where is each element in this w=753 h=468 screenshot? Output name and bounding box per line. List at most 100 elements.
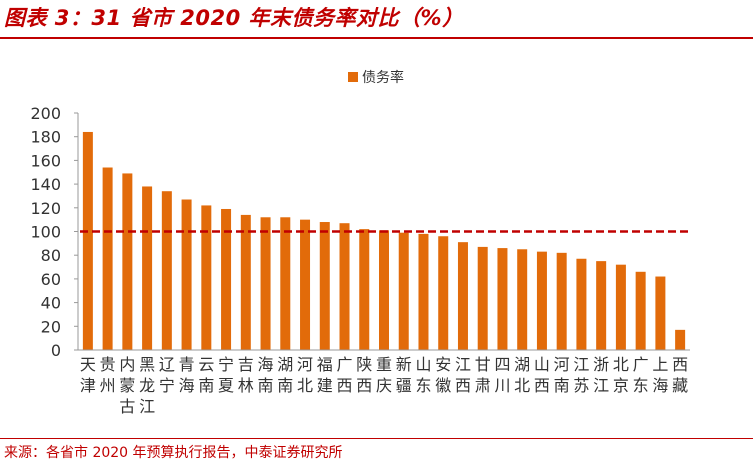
x-category-label: 广	[337, 355, 353, 374]
x-category-label: 北	[514, 376, 530, 395]
x-axis: 天津贵州内蒙古黑龙江辽宁青海云南宁夏吉林海南湖南河北福建广西陕西重庆新疆山东安徽…	[78, 349, 690, 416]
x-category-label: 古	[119, 397, 135, 416]
bar	[260, 217, 271, 350]
x-category-label: 江	[455, 355, 471, 374]
x-category-label: 河	[297, 355, 313, 374]
bar	[102, 167, 113, 350]
y-tick-label: 100	[30, 223, 61, 242]
x-category-label: 夏	[218, 376, 234, 395]
bar	[418, 233, 429, 350]
y-axis: 0 20 40 60 80 100 120 140 160 180 200	[30, 104, 79, 360]
bar	[675, 329, 686, 350]
x-category-label: 海	[179, 376, 195, 395]
x-category-label: 庆	[376, 376, 392, 395]
x-category-label: 南	[198, 376, 214, 395]
chart-title: 图表 3：31 省市 2020 年末债务率对比（%）	[4, 6, 464, 30]
x-category-label: 吉	[238, 355, 254, 374]
x-category-label: 青	[179, 355, 195, 374]
source-divider	[0, 438, 753, 439]
x-category-label: 肃	[475, 376, 491, 395]
x-category-label: 北	[613, 355, 629, 374]
x-category-label: 浙	[593, 355, 609, 374]
bar	[339, 223, 350, 350]
x-category-label: 山	[415, 355, 431, 374]
y-tick-label: 120	[30, 199, 61, 218]
bar	[181, 199, 192, 350]
x-category-label: 辽	[159, 355, 175, 374]
bars	[82, 131, 686, 350]
bar	[438, 236, 449, 350]
legend: 债务率	[348, 69, 404, 86]
x-category-label: 西	[337, 376, 353, 395]
bar	[300, 219, 311, 350]
x-category-label: 北	[297, 376, 313, 395]
x-category-label: 藏	[672, 376, 688, 395]
y-tick-label: 20	[41, 317, 61, 336]
x-category-label: 州	[100, 376, 116, 395]
bar	[477, 246, 488, 350]
bar	[596, 261, 607, 350]
bar	[319, 222, 330, 350]
y-tick-label: 200	[30, 104, 61, 123]
x-category-label: 湖	[514, 355, 530, 374]
legend-swatch	[348, 72, 358, 82]
x-category-label: 安	[435, 355, 451, 374]
x-category-label: 重	[376, 355, 392, 374]
y-tick-label: 0	[51, 341, 61, 360]
x-category-label: 南	[277, 376, 293, 395]
x-category-label: 宁	[218, 355, 234, 374]
x-category-label: 甘	[475, 355, 491, 374]
bar	[142, 186, 153, 350]
bar	[655, 276, 666, 350]
x-category-label: 疆	[396, 376, 412, 395]
legend-label: 债务率	[362, 69, 404, 86]
x-category-label: 南	[258, 376, 274, 395]
bar	[517, 249, 528, 350]
bar	[379, 230, 389, 350]
bar	[497, 248, 508, 350]
x-category-label: 东	[415, 376, 431, 395]
bar	[635, 271, 646, 350]
x-category-label: 江	[593, 376, 609, 395]
x-category-label: 福	[317, 355, 333, 374]
y-tick-label: 140	[30, 175, 61, 194]
x-category-label: 西	[455, 376, 471, 395]
x-category-label: 苏	[573, 376, 589, 395]
x-category-label: 上	[652, 355, 668, 374]
x-category-label: 天	[80, 355, 96, 374]
title-divider	[0, 37, 753, 39]
y-tick-label: 40	[41, 294, 61, 313]
x-category-label: 新	[396, 355, 412, 374]
x-category-label: 四	[494, 355, 510, 374]
bar	[82, 131, 93, 350]
x-category-label: 海	[652, 376, 668, 395]
x-category-label: 东	[633, 376, 649, 395]
y-tick-label: 160	[30, 151, 61, 170]
y-tick-label: 80	[41, 246, 61, 265]
x-category-label: 西	[534, 376, 550, 395]
bar	[576, 258, 587, 350]
x-category-label: 津	[80, 376, 96, 395]
bar	[240, 214, 251, 350]
bar	[201, 205, 212, 350]
x-category-label: 河	[554, 355, 570, 374]
bar	[280, 217, 291, 350]
y-tick-label: 60	[41, 270, 61, 289]
x-category-label: 陕	[356, 355, 372, 374]
x-category-label: 林	[238, 376, 254, 395]
x-category-label: 南	[554, 376, 570, 395]
x-category-label: 宁	[159, 376, 175, 395]
bar	[122, 173, 133, 350]
bar	[615, 264, 626, 350]
x-category-label: 云	[198, 355, 214, 374]
x-category-label: 西	[356, 376, 372, 395]
x-category-label: 西	[672, 355, 688, 374]
bar	[457, 242, 468, 350]
x-category-label: 贵	[100, 355, 116, 374]
x-category-label: 徽	[435, 376, 451, 395]
x-category-label: 蒙	[119, 376, 135, 395]
x-category-label: 川	[494, 376, 510, 395]
bar	[398, 232, 409, 350]
x-category-label: 江	[573, 355, 589, 374]
